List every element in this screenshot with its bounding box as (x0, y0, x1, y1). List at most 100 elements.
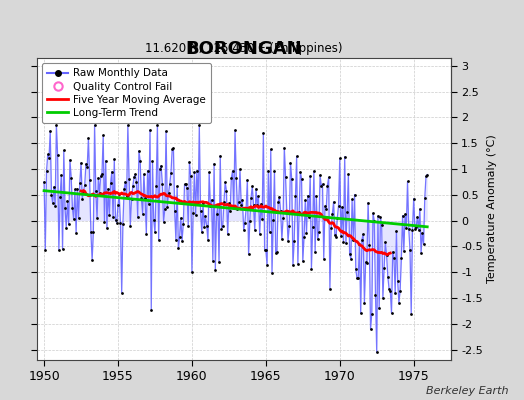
Point (422, 173, 430, 180)
Point (158, 181, 167, 187)
Point (205, 169, 213, 176)
Point (184, 223, 192, 229)
Point (166, 181, 174, 187)
Point (351, 191, 359, 198)
Point (260, 246, 269, 253)
Point (243, 177, 252, 183)
Point (328, 211, 336, 217)
Point (107, 168, 116, 175)
Point (344, 171, 353, 178)
Point (223, 231, 232, 238)
Point (366, 326, 375, 332)
Point (99, 132, 107, 139)
Point (68, 204, 77, 211)
Point (119, 220, 127, 227)
Point (120, 186, 128, 192)
Point (401, 211, 409, 218)
Point (82, 160, 90, 167)
Point (195, 122, 203, 128)
Point (151, 229, 159, 236)
Point (74, 215, 83, 221)
Point (198, 229, 206, 236)
Point (130, 174, 138, 180)
Point (231, 127, 239, 134)
Point (140, 171, 148, 178)
Point (256, 231, 264, 237)
Point (66, 157, 74, 163)
Point (225, 200, 233, 207)
Point (369, 210, 377, 216)
Point (163, 204, 171, 210)
Point (396, 288, 405, 294)
Point (102, 158, 110, 164)
Point (272, 249, 281, 255)
Point (363, 260, 371, 266)
Point (312, 192, 321, 199)
Point (376, 214, 385, 220)
Point (172, 237, 180, 244)
Point (110, 156, 118, 162)
Point (88, 257, 96, 264)
Point (222, 188, 231, 194)
Point (85, 177, 94, 183)
Point (246, 217, 254, 224)
Point (364, 199, 372, 206)
Point (413, 214, 422, 220)
Point (421, 195, 429, 201)
Point (212, 211, 221, 218)
Point (423, 171, 431, 178)
Y-axis label: Temperature Anomaly (°C): Temperature Anomaly (°C) (487, 135, 497, 283)
Point (114, 202, 122, 208)
Point (257, 201, 265, 207)
Point (96, 172, 105, 179)
Point (208, 196, 216, 203)
Point (92, 188, 100, 195)
Point (40, 179, 48, 185)
Point (70, 216, 78, 222)
Point (194, 201, 202, 207)
Point (196, 208, 205, 214)
Point (416, 206, 424, 212)
Point (51, 202, 59, 209)
Point (49, 200, 57, 206)
Point (343, 209, 351, 215)
Point (173, 183, 181, 189)
Point (62, 224, 70, 231)
Point (271, 250, 280, 256)
Point (398, 212, 407, 219)
Point (277, 208, 285, 214)
Point (395, 299, 403, 306)
Point (237, 201, 245, 208)
Point (109, 214, 117, 220)
Point (298, 176, 306, 182)
Point (216, 152, 224, 159)
Point (64, 221, 73, 228)
Point (412, 224, 420, 230)
Point (282, 208, 291, 214)
Point (84, 135, 93, 141)
Point (89, 229, 97, 236)
Point (146, 127, 154, 133)
Point (258, 215, 266, 222)
Point (387, 310, 396, 316)
Point (318, 181, 326, 187)
Point (58, 246, 67, 252)
Point (141, 195, 149, 202)
Point (181, 181, 190, 188)
Point (403, 178, 412, 185)
Point (123, 192, 131, 199)
Point (103, 225, 111, 231)
Point (170, 208, 179, 214)
Point (353, 275, 361, 282)
Point (407, 310, 416, 317)
Point (388, 248, 397, 255)
Point (148, 158, 157, 165)
Point (295, 209, 303, 215)
Point (414, 227, 423, 233)
Point (261, 247, 270, 254)
Point (98, 170, 106, 177)
Point (380, 265, 388, 272)
Point (331, 232, 339, 238)
Point (377, 222, 386, 228)
Point (235, 199, 243, 205)
